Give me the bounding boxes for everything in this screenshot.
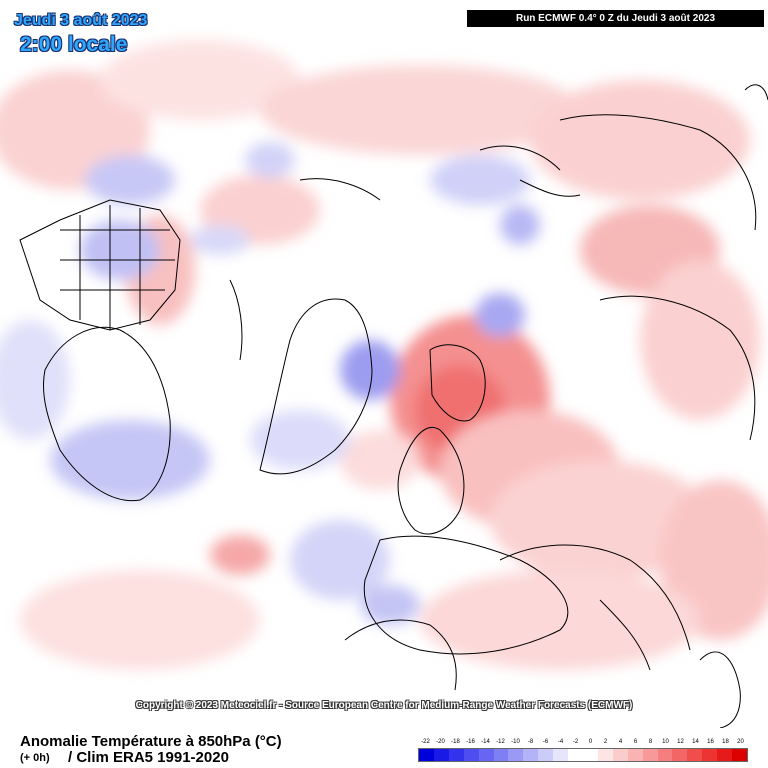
legend-tick-label: -20 <box>436 739 445 745</box>
legend-ticks: -22 -20 -18 -16 -14 -12 -10 -8 -6 -4 -2 0 2 4 6 8 10 12 14… <box>418 739 748 749</box>
map-title: Anomalie Température à 850hPa (°C) <box>20 733 282 750</box>
legend-tick-label: 20 <box>737 739 744 745</box>
legend-tick-label: 16 <box>707 739 714 745</box>
legend-tick-label: -10 <box>511 739 520 745</box>
legend-tick-label: 2 <box>603 739 608 745</box>
forecast-date: Jeudi 3 août 2023 <box>14 12 148 29</box>
legend-swatch <box>448 749 464 761</box>
run-info-banner: Run ECMWF 0.4° 0 Z du Jeudi 3 août 2023 <box>467 10 764 27</box>
legend-swatch <box>568 749 583 761</box>
coastlines <box>19 84 768 728</box>
temperature-anomaly-map <box>0 40 768 728</box>
legend-tick-label: -12 <box>496 739 505 745</box>
legend-swatch <box>433 749 449 761</box>
legend-tick-label: 4 <box>618 739 623 745</box>
legend-tick-label: 12 <box>677 739 684 745</box>
legend-tick-label: -6 <box>542 739 549 745</box>
legend-tick-label: -2 <box>572 739 579 745</box>
legend-swatch <box>687 749 703 761</box>
lead-time: (+ 0h) <box>20 752 50 764</box>
legend-tick-label: -14 <box>481 739 490 745</box>
legend-tick-label: -18 <box>451 739 460 745</box>
legend-swatch <box>553 749 569 761</box>
legend-swatch <box>538 749 554 761</box>
legend-tick-label: 10 <box>662 739 669 745</box>
legend-swatch <box>508 749 524 761</box>
legend-swatch <box>612 749 628 761</box>
legend-swatch <box>672 749 688 761</box>
legend-tick-label: -22 <box>421 739 430 745</box>
legend-swatch <box>478 749 494 761</box>
legend-swatch <box>463 749 479 761</box>
legend-swatch <box>493 749 509 761</box>
legend-tick-label: -16 <box>466 739 475 745</box>
legend-swatch <box>702 749 718 761</box>
legend-swatch <box>642 749 658 761</box>
legend-swatch <box>657 749 673 761</box>
legend-swatch <box>717 749 733 761</box>
forecast-time: 2:00 locale <box>20 33 128 56</box>
copyright-notice: Copyright © 2023 Meteociel.fr - Source E… <box>135 700 633 711</box>
legend-tick-label: 8 <box>648 739 653 745</box>
legend-tick-label: -8 <box>527 739 534 745</box>
legend-tick-label: 0 <box>588 739 593 745</box>
legend-swatch <box>627 749 643 761</box>
legend-tick-label: 6 <box>633 739 638 745</box>
legend-swatch <box>732 749 747 761</box>
legend-tick-label: 18 <box>722 739 729 745</box>
legend-swatch <box>419 749 434 761</box>
climatology-reference: / Clim ERA5 1991-2020 <box>68 749 229 766</box>
color-scale-legend <box>418 748 748 762</box>
legend-swatch <box>597 749 613 761</box>
anomaly-field <box>0 40 768 670</box>
legend-tick-label: -4 <box>557 739 564 745</box>
legend-swatch <box>523 749 539 761</box>
legend-swatch <box>582 749 598 761</box>
legend-tick-label: 14 <box>692 739 699 745</box>
